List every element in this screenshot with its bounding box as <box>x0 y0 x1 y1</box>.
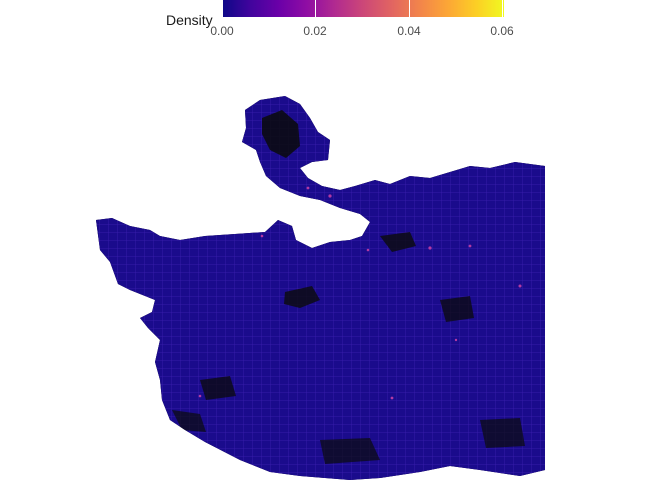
legend-tick-label: 0.06 <box>490 24 514 38</box>
legend-title: Density <box>166 12 213 28</box>
legend-tick-mark <box>409 0 410 17</box>
legend-tick-label: 0.02 <box>303 24 327 38</box>
legend-tick-mark <box>502 0 503 17</box>
legend-colorbar <box>222 0 504 17</box>
legend-tick-mark <box>222 0 223 17</box>
legend-tick-label: 0.00 <box>210 24 234 38</box>
parks-and-gaps <box>172 110 525 464</box>
legend-tick-label: 0.04 <box>397 24 421 38</box>
legend-tick-mark <box>315 0 316 17</box>
